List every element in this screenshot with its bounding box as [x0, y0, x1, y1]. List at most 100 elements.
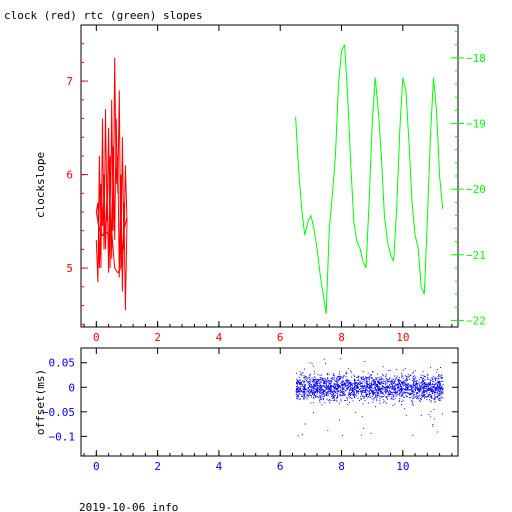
offset-point — [328, 383, 330, 384]
offset-point — [439, 394, 441, 396]
offset-point — [313, 383, 315, 385]
offset-point — [327, 429, 329, 431]
offset-point — [412, 402, 414, 404]
offset-point — [416, 389, 418, 391]
offset-point — [323, 383, 325, 385]
offset-point — [436, 431, 438, 433]
offset-point — [347, 388, 349, 390]
offset-point — [317, 383, 318, 384]
offset-point — [435, 387, 437, 389]
offset-point — [364, 378, 366, 380]
offset-point — [371, 384, 373, 386]
offset-point — [357, 390, 359, 392]
offset-point — [308, 390, 310, 392]
offset-point — [320, 387, 322, 388]
offset-point — [320, 381, 322, 383]
offset-point — [374, 383, 376, 384]
offset-point — [320, 377, 322, 379]
offset-point — [425, 388, 427, 390]
offset-point — [403, 391, 405, 393]
offset-point — [372, 390, 373, 392]
offset-point — [404, 392, 406, 394]
offset-point — [299, 393, 301, 395]
offset-point — [429, 389, 431, 390]
offset-point — [414, 384, 416, 386]
offset-point — [354, 382, 356, 384]
offset-point — [368, 376, 369, 378]
offset-point — [313, 398, 315, 400]
offset-point — [423, 392, 425, 394]
offset-point — [316, 387, 318, 389]
offset-point — [302, 434, 303, 436]
offset-point — [303, 388, 305, 390]
offset-point — [413, 380, 415, 382]
offset-point — [358, 378, 360, 380]
offset-point — [307, 382, 309, 384]
offset-point — [379, 398, 381, 400]
offset-point — [324, 395, 326, 397]
offset-point — [385, 396, 387, 398]
offset-point — [408, 397, 410, 398]
offset-point — [333, 397, 335, 399]
offset-point — [320, 398, 322, 400]
offset-point — [391, 388, 393, 390]
offset-point — [362, 379, 364, 380]
offset-point — [330, 400, 332, 402]
offset-point — [314, 376, 316, 378]
offset-point — [319, 374, 321, 376]
offset-point — [426, 387, 428, 389]
offset-point — [342, 380, 344, 381]
offset-point — [379, 386, 380, 388]
offset-point — [330, 385, 332, 386]
offset-point — [352, 386, 354, 388]
offset-point — [296, 397, 298, 399]
offset-point — [357, 379, 359, 381]
offset-point — [438, 393, 440, 394]
offset-point — [309, 393, 311, 395]
offset-point — [335, 399, 337, 401]
offset-point — [388, 388, 390, 390]
offset-point — [417, 398, 419, 400]
offset-point — [318, 385, 320, 387]
offset-point — [304, 379, 306, 381]
offset-point — [407, 384, 409, 386]
offset-point — [364, 387, 366, 389]
offset-point — [337, 395, 339, 396]
offset-point — [418, 391, 420, 393]
offset-point — [356, 383, 358, 385]
offset-point — [316, 385, 318, 387]
offset-point — [336, 380, 337, 382]
offset-point — [375, 394, 377, 396]
offset-point — [340, 376, 342, 378]
offset-point — [393, 394, 395, 396]
offset-point — [360, 398, 362, 400]
offset-point — [318, 396, 320, 398]
offset-point — [410, 386, 412, 388]
offset-point — [407, 392, 409, 394]
offset-point — [442, 377, 444, 379]
offset-point — [341, 384, 343, 386]
offset-point — [415, 384, 417, 386]
offset-point — [385, 375, 387, 377]
offset-point — [351, 398, 353, 399]
offset-point — [312, 392, 314, 394]
offset-point — [380, 391, 382, 393]
offset-point — [319, 391, 321, 393]
offset-point — [423, 384, 425, 386]
offset-point — [313, 393, 315, 395]
offset-point — [308, 393, 310, 394]
offset-point — [322, 379, 324, 381]
offset-point — [426, 395, 428, 397]
offset-point — [320, 392, 322, 394]
offset-point — [323, 358, 325, 360]
offset-point — [337, 393, 338, 395]
offset-point — [415, 396, 417, 398]
offset-point — [343, 392, 345, 394]
offset-point — [350, 394, 352, 396]
offset-point — [336, 386, 338, 388]
offset-point — [433, 391, 435, 393]
offset-point — [377, 388, 379, 390]
offset-point — [311, 392, 313, 393]
offset-point — [304, 397, 306, 399]
